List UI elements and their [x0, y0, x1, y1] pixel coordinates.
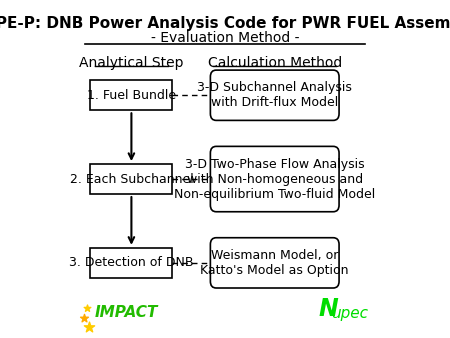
Point [81, 315, 88, 321]
Text: 2. Each Subchannel: 2. Each Subchannel [70, 173, 194, 186]
Text: 3-D Subchannel Analysis
with Drift-flux Model: 3-D Subchannel Analysis with Drift-flux … [197, 81, 352, 109]
Text: Analytical Step: Analytical Step [79, 56, 184, 70]
FancyBboxPatch shape [90, 164, 172, 194]
Text: - Evaluation Method -: - Evaluation Method - [151, 31, 299, 45]
Text: N: N [319, 296, 338, 320]
FancyBboxPatch shape [90, 248, 172, 278]
Text: 3. Detection of DNB: 3. Detection of DNB [69, 256, 194, 269]
Text: Calculation Method: Calculation Method [207, 56, 342, 70]
FancyBboxPatch shape [90, 80, 172, 110]
Text: IMPACT: IMPACT [95, 305, 158, 320]
Text: 3-D Two-Phase Flow Analysis
with Non-homogeneous and
Non-equilibrium Two-fluid M: 3-D Two-Phase Flow Analysis with Non-hom… [174, 158, 375, 200]
Text: CAPE-P: DNB Power Analysis Code for PWR FUEL Assembly: CAPE-P: DNB Power Analysis Code for PWR … [0, 17, 450, 31]
FancyBboxPatch shape [211, 146, 339, 212]
Point [83, 306, 90, 311]
FancyBboxPatch shape [211, 70, 339, 120]
Point [86, 324, 93, 330]
Text: 1. Fuel Bundle: 1. Fuel Bundle [87, 89, 176, 102]
FancyBboxPatch shape [211, 238, 339, 288]
Text: Weismann Model, or
Katto's Model as Option: Weismann Model, or Katto's Model as Opti… [200, 249, 349, 277]
Text: upec: upec [331, 306, 368, 320]
